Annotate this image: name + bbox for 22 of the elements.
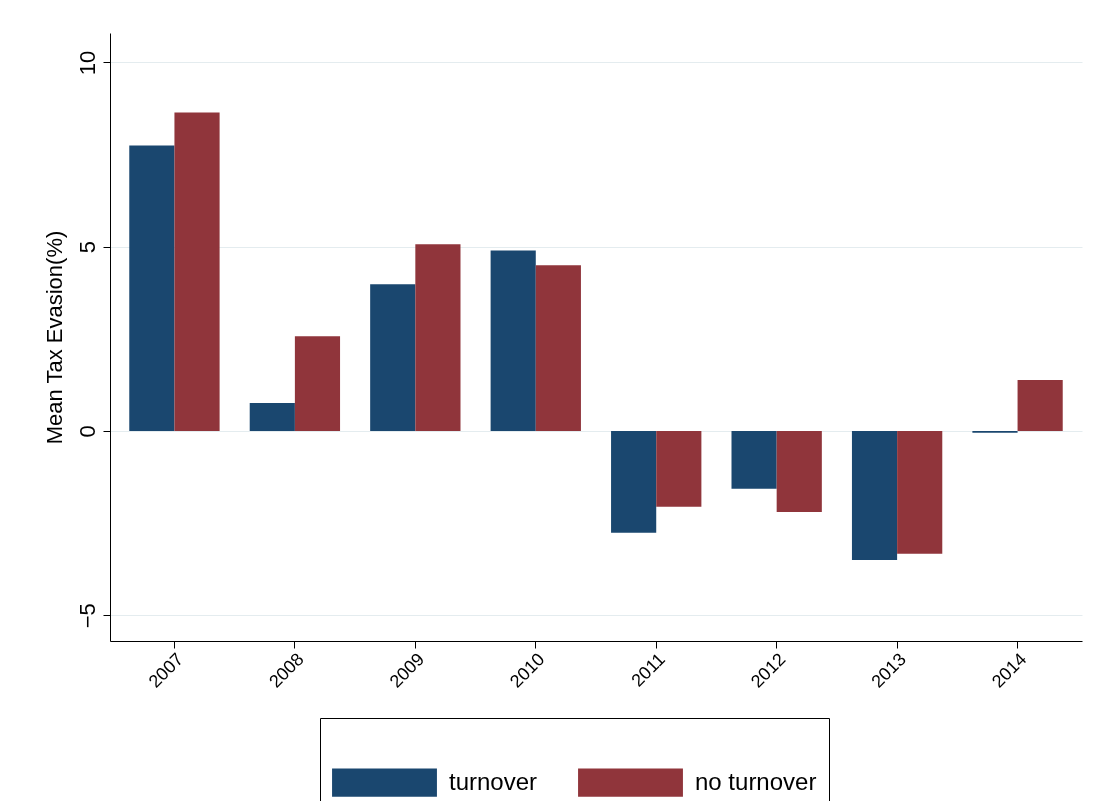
bar xyxy=(851,430,898,560)
bar xyxy=(731,430,777,489)
legend-label: turnover xyxy=(449,767,538,795)
y-tick-label: 5 xyxy=(74,241,100,254)
y-axis-title: Mean Tax Evasion(%) xyxy=(41,230,67,445)
bar xyxy=(294,336,341,431)
bar xyxy=(611,430,657,533)
bar xyxy=(370,284,416,431)
bar xyxy=(174,112,220,431)
bar xyxy=(656,430,702,507)
bar xyxy=(897,430,943,554)
bar xyxy=(249,402,295,431)
bar xyxy=(1017,380,1063,431)
bar xyxy=(129,145,175,431)
bar xyxy=(490,250,536,431)
y-tick-label: −5 xyxy=(74,603,100,629)
y-tick-label: 10 xyxy=(74,50,100,76)
bar xyxy=(776,430,822,513)
bar xyxy=(535,265,581,431)
y-tick-label: 0 xyxy=(74,425,100,438)
bar xyxy=(415,244,461,431)
legend-label: no turnover xyxy=(695,767,817,795)
